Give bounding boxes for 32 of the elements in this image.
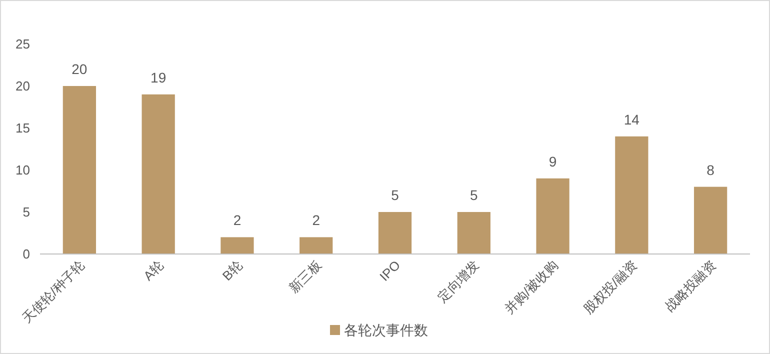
bar [220, 237, 254, 254]
data-label: 2 [312, 212, 320, 228]
bar [300, 237, 333, 254]
data-label: 5 [391, 187, 400, 203]
legend-label: 各轮次事件数 [344, 322, 428, 338]
y-tick-label: 25 [16, 36, 30, 52]
bar [694, 186, 728, 254]
bar [378, 212, 412, 254]
data-label: 9 [548, 153, 557, 170]
bar [457, 212, 490, 254]
data-label: 19 [150, 69, 166, 86]
x-tick-label: 并购/被收购 [502, 258, 561, 317]
x-tick-label: 股权投/融资 [580, 258, 640, 317]
x-tick-label: 定向增发 [434, 258, 482, 305]
data-label: 14 [624, 111, 640, 128]
data-label: 5 [470, 187, 478, 203]
bar [536, 178, 570, 254]
x-tick-label: A轮 [140, 258, 166, 284]
data-label: 20 [72, 61, 88, 77]
y-tick-label: 5 [22, 204, 30, 220]
y-tick-label: 10 [16, 162, 30, 178]
y-tick-label: 15 [16, 120, 30, 136]
y-tick-label: 20 [16, 78, 30, 94]
x-tick-label: 新三板 [286, 258, 324, 296]
x-tick-label: IPO [376, 258, 404, 284]
x-tick-label: B轮 [219, 258, 246, 284]
data-label: 2 [233, 212, 242, 228]
bar [615, 136, 648, 254]
x-tick-label: 战略投融资 [662, 258, 719, 314]
bar [62, 86, 96, 254]
data-label: 8 [706, 162, 715, 178]
bar [142, 94, 175, 254]
